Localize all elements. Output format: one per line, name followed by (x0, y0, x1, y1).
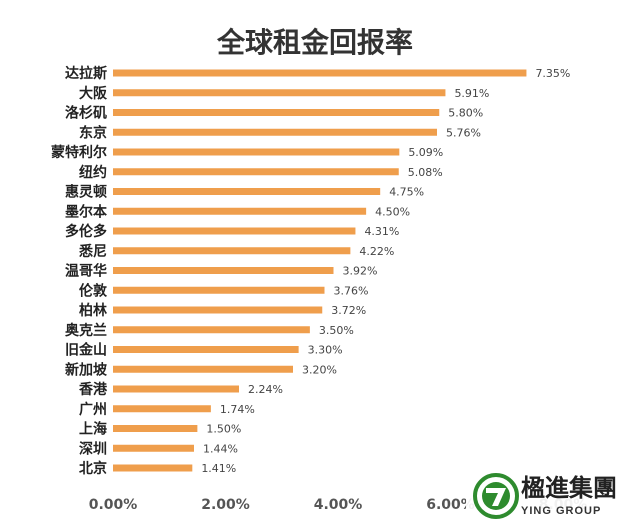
category-label-17: 广州 (79, 401, 107, 418)
data-label-15: 3.20% (302, 363, 337, 376)
category-label-19: 深圳 (79, 440, 107, 457)
category-label-11: 伦敦 (79, 282, 108, 299)
category-label-20: 北京 (79, 460, 107, 477)
bar-16 (113, 385, 239, 393)
data-label-20: 1.41% (201, 462, 236, 475)
data-label-19: 1.44% (203, 442, 238, 455)
bar-18 (113, 425, 198, 432)
bar-9 (113, 247, 351, 255)
bar-11 (113, 286, 325, 294)
bar-19 (113, 444, 194, 452)
category-label-18: 上海 (79, 421, 107, 438)
data-label-18: 1.50% (206, 423, 241, 436)
chart-title: 全球租金回报率 (216, 26, 413, 59)
bar-3 (113, 128, 437, 136)
data-label-0: 7.35% (535, 67, 570, 80)
data-label-6: 4.75% (389, 186, 424, 199)
data-label-12: 3.72% (331, 304, 366, 317)
watermark-subtext: YING GROUP (521, 505, 601, 517)
data-label-14: 3.30% (308, 344, 343, 357)
x-tick-1: 2.00% (201, 497, 250, 513)
category-labels: 达拉斯大阪洛杉矶东京蒙特利尔纽约惠灵顿墨尔本多伦多悉尼温哥华伦敦柏林奥克兰旧金山… (51, 65, 108, 477)
category-label-14: 旧金山 (65, 342, 107, 359)
x-tick-0: 0.00% (89, 497, 138, 513)
category-label-5: 纽约 (79, 164, 107, 181)
data-label-1: 5.91% (454, 87, 489, 100)
category-label-4: 蒙特利尔 (51, 144, 107, 161)
category-label-15: 新加坡 (65, 361, 108, 378)
bar-10 (113, 267, 334, 274)
bar-15 (113, 365, 293, 373)
category-label-13: 奥克兰 (65, 322, 107, 339)
bar-14 (113, 346, 299, 353)
data-label-3: 5.76% (446, 126, 481, 139)
bar-20 (113, 464, 193, 472)
bar-1 (113, 89, 446, 97)
data-label-7: 4.50% (375, 205, 410, 218)
bar-0 (113, 69, 527, 77)
category-label-1: 大阪 (79, 85, 108, 102)
x-tick-3: 6.00% (426, 497, 475, 513)
x-tick-2: 4.00% (314, 497, 363, 513)
watermark-logo: 楹進集團 YING GROUP (466, 470, 626, 522)
data-label-9: 4.22% (359, 245, 394, 258)
bar-5 (113, 168, 399, 176)
category-label-9: 悉尼 (78, 243, 107, 260)
data-label-2: 5.80% (448, 107, 483, 120)
category-label-0: 达拉斯 (65, 65, 107, 82)
category-label-16: 香港 (78, 381, 108, 398)
watermark-text: 楹進集團 (521, 473, 617, 502)
category-label-2: 洛杉矶 (65, 105, 107, 122)
data-label-16: 2.24% (248, 383, 283, 396)
bar-4 (113, 148, 400, 156)
bar-6 (113, 188, 381, 195)
data-labels: 7.35% 5.91% 5.80% 5.76%5.09% 5.08% 4.75% 4.50%… (201, 67, 570, 475)
category-label-10: 温哥华 (65, 263, 107, 280)
bar-8 (113, 227, 356, 235)
data-label-5: 5.08% (408, 166, 443, 179)
bar-13 (113, 326, 310, 334)
category-label-7: 墨尔本 (65, 203, 108, 220)
bar-2 (113, 109, 440, 116)
data-label-11: 3.76% (334, 284, 369, 297)
logo-mark-icon (486, 488, 506, 506)
data-label-17: 1.74% (220, 403, 255, 416)
data-label-4: 5.09% (408, 146, 443, 159)
category-label-6: 惠灵顿 (65, 184, 107, 201)
bar-12 (113, 306, 323, 314)
data-label-10: 3.92% (343, 265, 378, 278)
category-label-8: 多伦多 (65, 223, 107, 240)
bar-17 (113, 405, 211, 413)
bar-7 (113, 207, 367, 215)
data-label-8: 4.31% (364, 225, 399, 238)
logo-ring-icon (473, 473, 519, 519)
category-label-12: 柏林 (79, 302, 107, 319)
data-label-13: 3.50% (319, 324, 354, 337)
category-label-3: 东京 (79, 124, 107, 141)
bars-group (113, 69, 527, 472)
